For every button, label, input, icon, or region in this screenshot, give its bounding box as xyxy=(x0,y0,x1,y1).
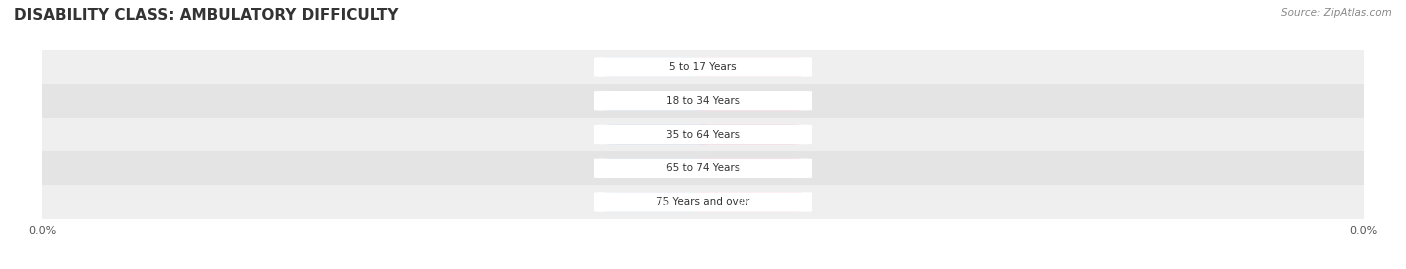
Text: 0.0%: 0.0% xyxy=(645,164,668,173)
Text: Source: ZipAtlas.com: Source: ZipAtlas.com xyxy=(1281,8,1392,18)
Text: 35 to 64 Years: 35 to 64 Years xyxy=(666,129,740,140)
FancyBboxPatch shape xyxy=(696,192,801,212)
FancyBboxPatch shape xyxy=(696,125,801,144)
FancyBboxPatch shape xyxy=(42,50,1364,84)
FancyBboxPatch shape xyxy=(696,91,801,111)
Text: 0.0%: 0.0% xyxy=(738,62,761,72)
Text: 18 to 34 Years: 18 to 34 Years xyxy=(666,96,740,106)
Text: 65 to 74 Years: 65 to 74 Years xyxy=(666,163,740,173)
FancyBboxPatch shape xyxy=(603,57,710,77)
FancyBboxPatch shape xyxy=(593,125,813,144)
FancyBboxPatch shape xyxy=(603,158,710,178)
FancyBboxPatch shape xyxy=(593,192,813,212)
Text: 0.0%: 0.0% xyxy=(738,130,761,139)
FancyBboxPatch shape xyxy=(593,91,813,111)
FancyBboxPatch shape xyxy=(603,91,710,111)
FancyBboxPatch shape xyxy=(603,125,710,144)
Text: 75 Years and over: 75 Years and over xyxy=(657,197,749,207)
FancyBboxPatch shape xyxy=(42,185,1364,219)
Text: 0.0%: 0.0% xyxy=(645,197,668,207)
FancyBboxPatch shape xyxy=(593,158,813,178)
Text: DISABILITY CLASS: AMBULATORY DIFFICULTY: DISABILITY CLASS: AMBULATORY DIFFICULTY xyxy=(14,8,398,23)
FancyBboxPatch shape xyxy=(696,158,801,178)
FancyBboxPatch shape xyxy=(593,57,813,77)
Text: 0.0%: 0.0% xyxy=(645,96,668,105)
Text: 0.0%: 0.0% xyxy=(738,197,761,207)
Text: 0.0%: 0.0% xyxy=(738,164,761,173)
Text: 5 to 17 Years: 5 to 17 Years xyxy=(669,62,737,72)
FancyBboxPatch shape xyxy=(42,118,1364,151)
FancyBboxPatch shape xyxy=(42,84,1364,118)
FancyBboxPatch shape xyxy=(603,192,710,212)
Text: 0.0%: 0.0% xyxy=(738,96,761,105)
Text: 0.0%: 0.0% xyxy=(645,130,668,139)
FancyBboxPatch shape xyxy=(696,57,801,77)
Text: 0.0%: 0.0% xyxy=(645,62,668,72)
FancyBboxPatch shape xyxy=(42,151,1364,185)
